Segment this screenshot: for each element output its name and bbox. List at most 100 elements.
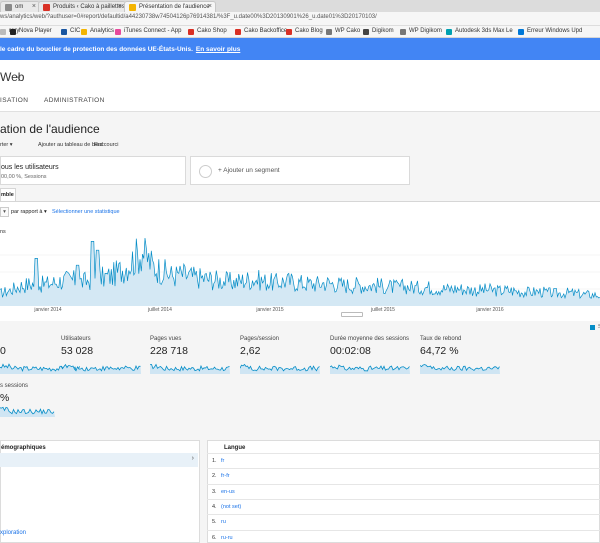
browser-tab[interactable]: om × <box>0 1 40 12</box>
scorecard[interactable]: Utilisateurs 53 028 <box>61 336 141 378</box>
language-link[interactable]: (not set) <box>221 503 242 510</box>
sparkline-line <box>0 406 55 415</box>
tab-close-icon[interactable]: × <box>117 3 122 10</box>
metric-select[interactable]: ▾ <box>0 207 9 217</box>
legend-label: S <box>598 324 600 330</box>
scorecard-sparkline <box>420 364 500 374</box>
sparkline-line <box>420 364 500 372</box>
scorecard-sparkline <box>150 363 230 374</box>
row-number: 6. <box>212 534 217 541</box>
demographics-selected-row[interactable]: › <box>0 453 198 467</box>
scorecard-sparkline <box>330 364 410 374</box>
timeline-scroll-handle[interactable] <box>341 312 363 317</box>
scorecard[interactable]: Pages/session 2,62 <box>240 336 320 378</box>
language-link[interactable]: ru-ru <box>221 534 233 541</box>
compare-label[interactable]: par rapport à ▾ <box>11 209 47 215</box>
scorecard[interactable]: s sessions % <box>0 383 55 419</box>
bookmark-label: WP Cako <box>335 28 361 34</box>
language-link[interactable]: fr-fr <box>221 473 230 480</box>
scorecard-label: Utilisateurs <box>61 336 91 342</box>
bookmark-item[interactable]: Analytics <box>81 28 114 35</box>
tab-overview[interactable]: mble <box>0 188 16 202</box>
demographics-heading: émographiques <box>1 445 46 451</box>
export-button[interactable]: rter ▾ <box>0 142 13 148</box>
bookmark-label: Autodesk 3ds Max Le <box>455 28 513 34</box>
add-segment-card[interactable]: + Ajouter un segment <box>190 156 410 185</box>
bookmark-label: iTunes Connect - App <box>124 28 182 34</box>
sparkline-area <box>61 364 141 374</box>
scorecard-sparkline <box>0 406 55 417</box>
bookmark-favicon-icon <box>115 29 121 35</box>
sparkline-line <box>330 364 410 372</box>
row-number: 4. <box>212 503 217 510</box>
segment-card-all-users[interactable]: ous les utilisateurs 00,00 %, Sessions <box>0 156 186 185</box>
bookmark-favicon-icon <box>0 29 6 35</box>
add-to-dashboard-button[interactable]: Ajouter au tableau de bord <box>38 142 103 148</box>
language-link[interactable]: en-us <box>221 488 235 495</box>
bookmark-label: CIC <box>70 28 81 34</box>
bookmark-item[interactable]: WP Digikom <box>400 28 442 35</box>
bookmark-favicon-icon <box>446 29 452 35</box>
table-row: 1. fr <box>207 453 600 468</box>
legend-swatch <box>590 325 595 330</box>
bookmark-favicon-icon <box>326 29 332 35</box>
tab-close-icon[interactable]: × <box>207 3 212 10</box>
sparkline-line <box>150 363 230 372</box>
circle-icon <box>199 165 212 178</box>
sessions-line-chart[interactable]: janvier 2014 juillet 2014 janvier 2015 juil… <box>0 236 600 320</box>
series-area <box>0 238 600 306</box>
x-tick-label: juillet 2015 <box>370 307 395 313</box>
bookmark-item[interactable]: Erreur Windows Upd <box>518 28 583 35</box>
chevron-right-icon: › <box>191 455 194 462</box>
property-bar: Web ▾ <box>0 60 600 90</box>
bookmark-item[interactable]: Cako Blog <box>286 28 323 35</box>
nav-item-administration[interactable]: ADMINISTRATION <box>44 97 105 104</box>
bookmark-favicon-icon <box>10 29 16 35</box>
property-name[interactable]: Web <box>0 70 25 84</box>
shortcut-button[interactable]: Raccourci <box>94 142 119 148</box>
sparkline-area <box>240 364 320 374</box>
tab-favicon-icon <box>5 4 12 11</box>
banner-more-link[interactable]: En savoir plus <box>195 46 241 53</box>
bookmark-label: Cako Blog <box>295 28 323 34</box>
tab-label: om <box>15 4 24 10</box>
browser-tab[interactable]: Produits ‹ Cako à paillettes × <box>38 1 126 12</box>
bookmark-item[interactable]: iTunes Connect - App <box>115 28 182 35</box>
sparkline-line <box>61 363 141 372</box>
bookmark-item[interactable]: CIC <box>61 28 81 35</box>
scorecard-label: Durée moyenne des sessions <box>330 336 410 342</box>
language-link[interactable]: ru <box>221 519 226 526</box>
bookmark-item[interactable]: Digikom <box>363 28 394 35</box>
browser-tab-active[interactable]: Présentation de l'audience × <box>124 1 216 12</box>
bookmark-label: Digikom <box>372 28 394 34</box>
chevron-down-icon[interactable]: ▾ <box>17 75 21 82</box>
nav-item-personalisation[interactable]: ISATION <box>0 97 29 104</box>
scorecard-label: s sessions <box>0 383 29 389</box>
tab-label: Présentation de l'audience <box>139 4 210 10</box>
table-row: 2. fr-fr <box>207 468 600 483</box>
bookmark-item[interactable]: Cako Backoffice <box>235 28 287 35</box>
tab-close-icon[interactable]: × <box>31 3 36 10</box>
row-number: 2. <box>212 473 217 480</box>
scorecard[interactable]: Durée moyenne des sessions 00:02:08 <box>330 336 410 378</box>
bookmark-item[interactable]: Autodesk 3ds Max Le <box>446 28 513 35</box>
bookmark-item[interactable]: WP Cako <box>326 28 361 35</box>
address-bar[interactable]: ws/analytics/web/?authuser=0#report/defa… <box>0 12 600 26</box>
bookmark-favicon-icon <box>286 29 292 35</box>
x-tick-label: juillet 2014 <box>147 307 172 313</box>
banner-text: le cadre du bouclier de protection des d… <box>0 46 241 53</box>
scorecard-label: Taux de rebond <box>420 336 462 342</box>
url-text[interactable]: ws/analytics/web/?authuser=0#report/defa… <box>0 14 377 20</box>
sparkline-area <box>0 407 55 417</box>
bookmark-label: Nova Player <box>19 28 52 34</box>
bookmark-item[interactable]: Cako Shop <box>188 28 227 35</box>
segment-title: ous les utilisateurs <box>1 164 59 171</box>
bookmark-label: Erreur Windows Upd <box>527 28 583 34</box>
select-statistic-link[interactable]: Sélectionner une statistique <box>52 209 120 215</box>
scorecard[interactable]: Taux de rebond 64,72 % <box>420 336 500 378</box>
tab-favicon-icon <box>129 4 136 11</box>
language-link[interactable]: fr <box>221 458 225 464</box>
exploration-link[interactable]: xploration <box>0 530 27 536</box>
bookmark-item[interactable]: Nova Player <box>10 28 52 35</box>
scorecard[interactable]: Pages vues 228 718 <box>150 336 230 378</box>
